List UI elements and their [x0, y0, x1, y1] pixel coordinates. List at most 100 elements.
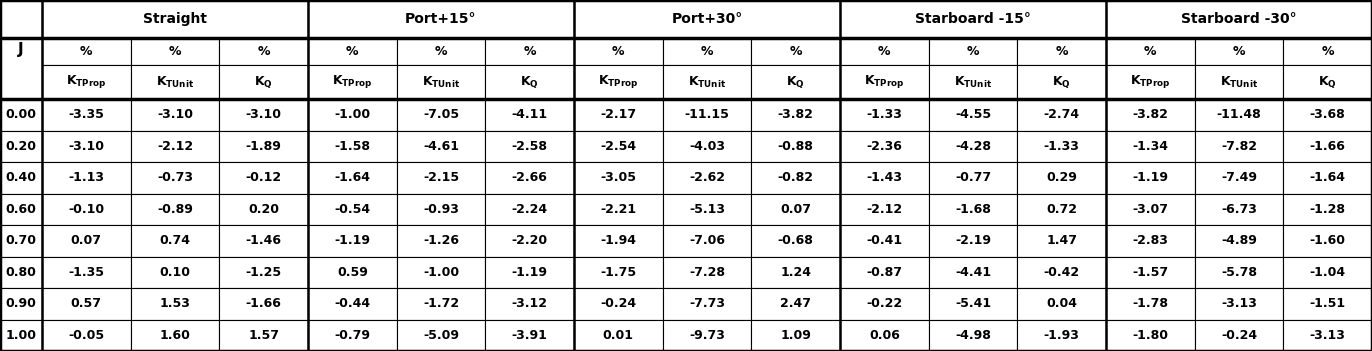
Bar: [220, 288, 307, 319]
Text: -7.06: -7.06: [689, 234, 724, 247]
Bar: [220, 257, 307, 288]
Text: 0.20: 0.20: [5, 140, 37, 153]
Text: -3.07: -3.07: [1132, 203, 1169, 216]
Text: $\mathbf{K}_{\mathbf{TProp}}$: $\mathbf{K}_{\mathbf{TProp}}$: [1131, 73, 1170, 91]
Text: -0.22: -0.22: [866, 297, 903, 310]
Bar: [752, 257, 840, 288]
Bar: [220, 38, 307, 65]
Bar: [43, 65, 130, 99]
Text: -3.10: -3.10: [246, 108, 281, 121]
Text: $\mathbf{K}_{\mathbf{Q}}$: $\mathbf{K}_{\mathbf{Q}}$: [1052, 74, 1072, 90]
Bar: [486, 65, 573, 99]
Bar: [1283, 288, 1372, 319]
Text: -2.54: -2.54: [601, 140, 637, 153]
Text: Starboard -30°: Starboard -30°: [1181, 12, 1297, 26]
Bar: [573, 319, 663, 351]
Bar: [1017, 193, 1106, 225]
Text: -0.24: -0.24: [1221, 329, 1257, 342]
Text: -2.83: -2.83: [1132, 234, 1169, 247]
Text: -2.20: -2.20: [512, 234, 547, 247]
Bar: [43, 225, 130, 257]
Text: $\mathbf{K}_{\mathbf{Q}}$: $\mathbf{K}_{\mathbf{Q}}$: [254, 74, 273, 90]
Bar: [1106, 257, 1195, 288]
Text: -1.13: -1.13: [69, 171, 104, 184]
Text: -4.41: -4.41: [955, 266, 991, 279]
Text: -0.68: -0.68: [778, 234, 814, 247]
Bar: [397, 257, 486, 288]
Text: -0.42: -0.42: [1044, 266, 1080, 279]
Bar: [397, 225, 486, 257]
Text: -4.98: -4.98: [955, 329, 991, 342]
Text: 0.90: 0.90: [5, 297, 37, 310]
Bar: [486, 225, 573, 257]
Text: -4.61: -4.61: [423, 140, 460, 153]
Bar: [130, 131, 220, 162]
Bar: [307, 131, 397, 162]
Text: -1.19: -1.19: [335, 234, 370, 247]
Text: 0.70: 0.70: [5, 234, 37, 247]
Bar: [1017, 65, 1106, 99]
Text: 0.07: 0.07: [781, 203, 811, 216]
Bar: [1283, 162, 1372, 193]
Text: -7.28: -7.28: [689, 266, 724, 279]
Text: -0.12: -0.12: [246, 171, 281, 184]
Bar: [1106, 225, 1195, 257]
Bar: [43, 99, 130, 131]
Bar: [397, 162, 486, 193]
Bar: [397, 65, 486, 99]
Text: 0.00: 0.00: [5, 108, 37, 121]
Bar: [929, 288, 1017, 319]
Text: %: %: [346, 45, 358, 58]
Bar: [840, 257, 929, 288]
Bar: [1017, 131, 1106, 162]
Text: -2.17: -2.17: [601, 108, 637, 121]
Bar: [663, 225, 752, 257]
Text: -3.91: -3.91: [512, 329, 547, 342]
Text: 0.40: 0.40: [5, 171, 37, 184]
Text: -0.89: -0.89: [156, 203, 193, 216]
Text: -3.10: -3.10: [69, 140, 104, 153]
Bar: [573, 38, 663, 65]
Text: 0.72: 0.72: [1047, 203, 1077, 216]
Bar: [1195, 131, 1283, 162]
Text: %: %: [523, 45, 536, 58]
Text: -1.58: -1.58: [335, 140, 370, 153]
Bar: [1195, 225, 1283, 257]
Bar: [397, 38, 486, 65]
Bar: [43, 193, 130, 225]
Text: -1.25: -1.25: [246, 266, 281, 279]
Bar: [663, 319, 752, 351]
Bar: [663, 38, 752, 65]
Bar: [486, 319, 573, 351]
Bar: [486, 131, 573, 162]
Bar: [220, 65, 307, 99]
Text: %: %: [878, 45, 890, 58]
Bar: [1195, 162, 1283, 193]
Bar: [573, 257, 663, 288]
Text: -7.49: -7.49: [1221, 171, 1257, 184]
Bar: [307, 0, 573, 38]
Text: -11.15: -11.15: [685, 108, 730, 121]
Bar: [1017, 225, 1106, 257]
Text: -3.12: -3.12: [512, 297, 547, 310]
Bar: [1195, 193, 1283, 225]
Text: -3.82: -3.82: [1132, 108, 1169, 121]
Text: -2.66: -2.66: [512, 171, 547, 184]
Bar: [929, 131, 1017, 162]
Text: -1.00: -1.00: [423, 266, 460, 279]
Text: -0.73: -0.73: [156, 171, 193, 184]
Text: 0.04: 0.04: [1047, 297, 1077, 310]
Text: 1.09: 1.09: [781, 329, 811, 342]
Bar: [1017, 99, 1106, 131]
Text: 0.57: 0.57: [71, 297, 102, 310]
Bar: [1106, 65, 1195, 99]
Text: -2.19: -2.19: [955, 234, 991, 247]
Text: -2.12: -2.12: [156, 140, 193, 153]
Text: 0.07: 0.07: [71, 234, 102, 247]
Bar: [0, 0, 43, 99]
Text: -1.89: -1.89: [246, 140, 281, 153]
Bar: [397, 319, 486, 351]
Bar: [1283, 225, 1372, 257]
Text: -5.41: -5.41: [955, 297, 991, 310]
Text: %: %: [258, 45, 270, 58]
